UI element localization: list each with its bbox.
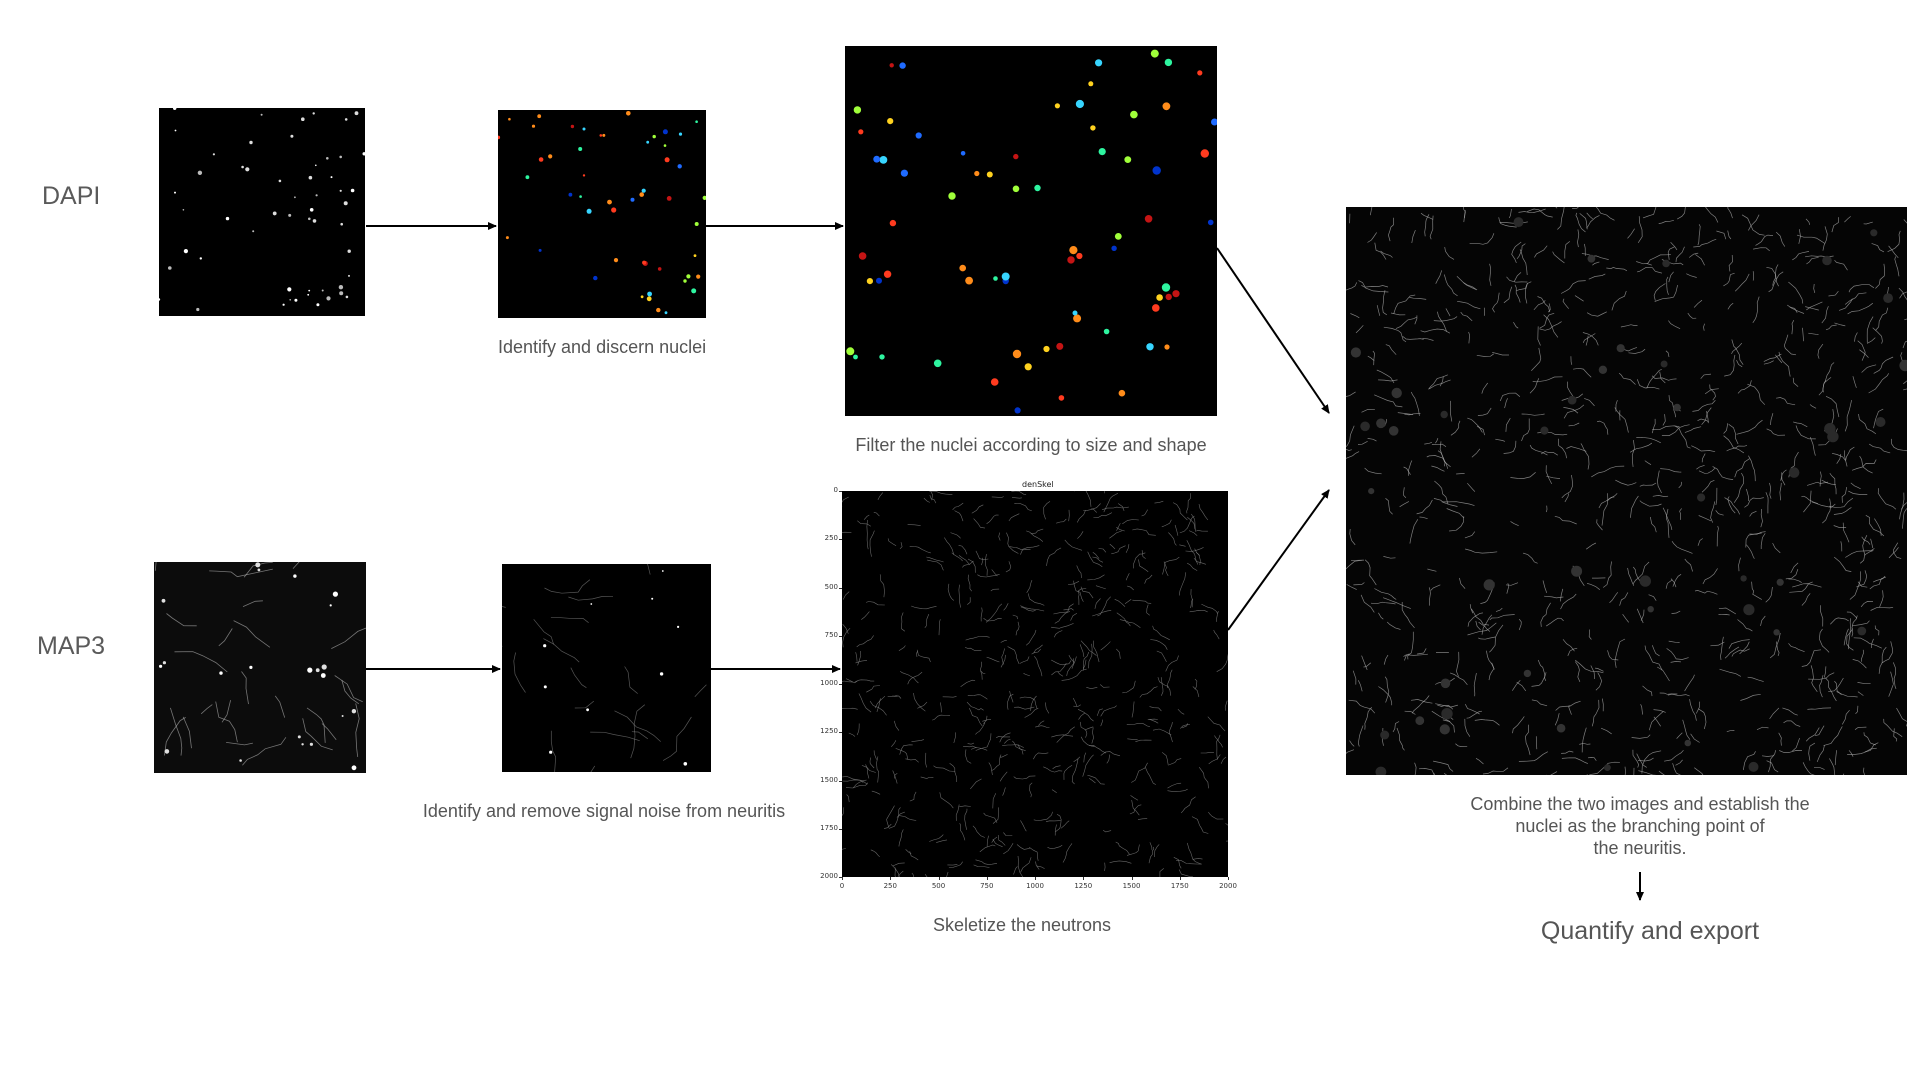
skeleton-y-tick-label: 1750 [820,823,838,832]
skeleton-x-tick-mark [938,877,940,880]
skeleton-image [842,491,1228,877]
skeleton-y-tick-label: 2000 [820,872,838,880]
caption-combine-line-3: the neuritis. [1593,838,1687,858]
arrow-skeleton-to-combined [1227,489,1330,631]
skeleton-x-tick-mark [1131,877,1133,880]
skeleton-y-tick-label: 750 [824,630,838,639]
skeleton-x-tick-label: 1750 [1170,882,1189,890]
row-label-dapi: DAPI [42,182,101,210]
dapi-labeled-nuclei-image [498,110,706,318]
skeleton-y-tick-label: 0 [833,486,838,494]
map3-raw-image [154,562,366,773]
caption-filter-nuclei: Filter the nuclei according to size and … [855,435,1207,455]
caption-remove-noise: Identify and remove signal noise from ne… [422,801,786,821]
caption-combine-line-2: nuclei as the branching point of [1515,816,1765,836]
skeleton-x-tick-label: 250 [883,882,897,890]
skeleton-y-tick-mark [839,780,842,782]
skeleton-x-tick-mark [986,877,988,880]
final-step-quantify: Quantify and export [1540,917,1760,945]
skeleton-y-tick-label: 1000 [820,679,838,687]
skeleton-y-tick-mark [839,539,842,541]
skeleton-y-tick-label: 1250 [820,727,838,736]
skeleton-y-tick-mark [839,491,842,492]
skeleton-x-tick-label: 750 [980,882,994,890]
skeleton-x-tick-mark [890,877,892,880]
caption-combine-line-1: Combine the two images and establish the [1470,794,1810,814]
dapi-filtered-nuclei-image [845,46,1217,416]
skeleton-x-tick-label: 500 [931,882,946,890]
skeleton-x-tick-mark [842,877,843,880]
skeleton-x-tick-label: 0 [839,882,845,890]
skeleton-x-tick-mark [1179,877,1181,880]
arrow-filtered-to-combined [1216,247,1330,414]
caption-skeletize: Skeletize the neutrons [932,915,1112,935]
skeleton-x-tick-label: 1250 [1074,882,1093,890]
skeleton-x-tick-mark [1083,877,1085,880]
caption-combine: Combine the two images and establish the… [1420,793,1860,859]
skeleton-x-tick-mark [1228,877,1229,880]
skeleton-y-tick-label: 500 [824,582,838,591]
row-label-map3: MAP3 [37,632,106,660]
skeleton-y-tick-mark [839,635,842,637]
skeleton-y-tick-label: 250 [824,534,838,543]
skeleton-plot-title: denSkel [1022,480,1054,489]
skeleton-y-tick-mark [839,828,842,830]
dapi-raw-image [159,108,365,316]
skeleton-y-tick-mark [839,587,842,589]
skeleton-x-tick-label: 1500 [1122,882,1141,890]
map3-denoised-image [502,564,711,772]
combined-image [1346,207,1907,775]
skeleton-x-tick-label: 2000 [1219,882,1237,890]
skeleton-x-tick-label: 1000 [1026,882,1044,890]
skeleton-y-tick-mark [839,732,842,734]
skeleton-y-tick-mark [839,684,842,685]
caption-identify-nuclei: Identify and discern nuclei [498,337,707,357]
skeleton-y-tick-mark [839,877,842,878]
skeleton-x-tick-mark [1035,877,1036,880]
skeleton-y-tick-label: 1500 [820,775,838,784]
